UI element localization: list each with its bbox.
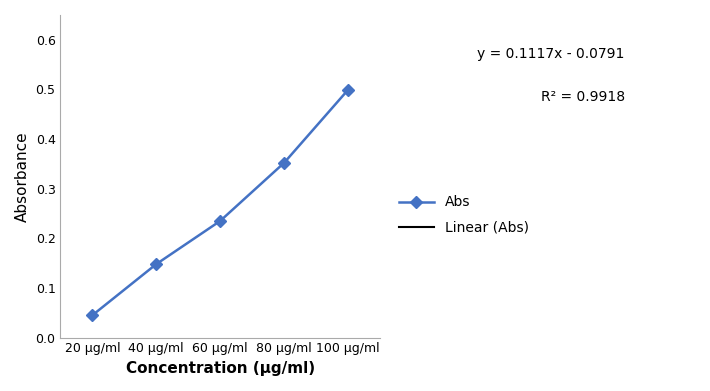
Y-axis label: Absorbance: Absorbance [15,131,30,222]
Legend: Abs, Linear (Abs): Abs, Linear (Abs) [393,190,534,240]
X-axis label: Concentration (μg/ml): Concentration (μg/ml) [126,361,315,376]
Text: y = 0.1117x - 0.0791: y = 0.1117x - 0.0791 [477,47,625,61]
Text: R² = 0.9918: R² = 0.9918 [541,90,625,104]
